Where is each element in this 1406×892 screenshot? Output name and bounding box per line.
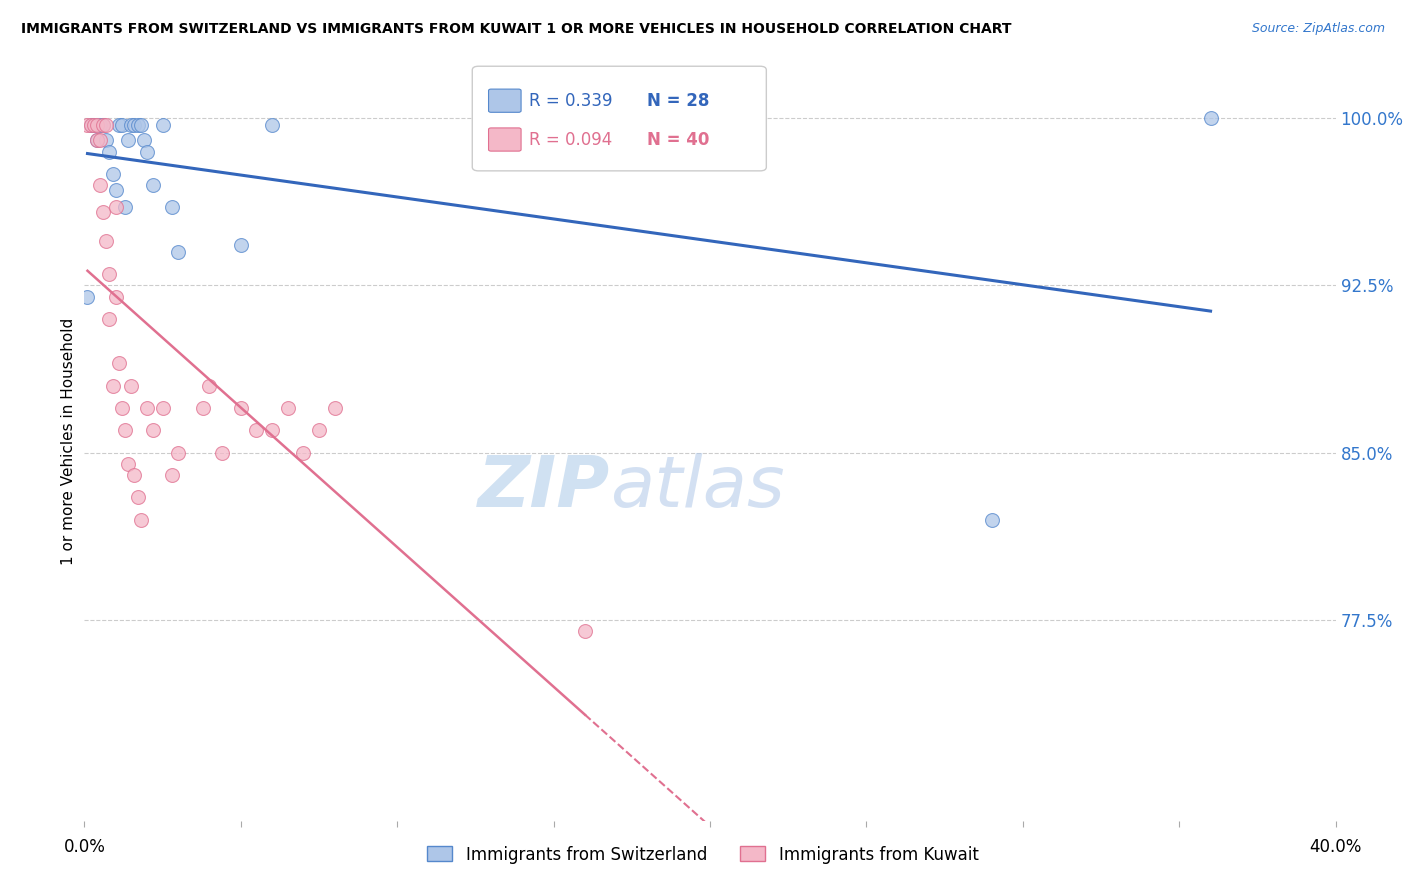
- Point: [111, 118, 134, 132]
- Legend: Immigrants from Switzerland, Immigrants from Kuwait: Immigrants from Switzerland, Immigrants …: [420, 839, 986, 871]
- Point: [96, 133, 118, 147]
- Point: [245, 423, 267, 437]
- Point: [132, 133, 155, 147]
- Text: R = 0.339: R = 0.339: [529, 92, 612, 110]
- Point: [167, 244, 190, 259]
- Point: [129, 513, 152, 527]
- Point: [980, 513, 1002, 527]
- Text: N = 40: N = 40: [648, 131, 710, 149]
- Point: [117, 133, 139, 147]
- Point: [124, 467, 146, 482]
- Text: atlas: atlas: [610, 452, 785, 522]
- Point: [127, 118, 149, 132]
- FancyBboxPatch shape: [488, 128, 522, 151]
- Text: IMMIGRANTS FROM SWITZERLAND VS IMMIGRANTS FROM KUWAIT 1 OR MORE VEHICLES IN HOUS: IMMIGRANTS FROM SWITZERLAND VS IMMIGRANT…: [21, 22, 1011, 37]
- Point: [160, 201, 183, 215]
- Point: [229, 238, 252, 252]
- Text: 40.0%: 40.0%: [1309, 838, 1362, 856]
- Point: [79, 118, 101, 132]
- Point: [136, 401, 159, 415]
- Point: [98, 145, 121, 159]
- Point: [262, 118, 284, 132]
- Point: [308, 423, 330, 437]
- Point: [89, 133, 111, 147]
- Text: N = 28: N = 28: [648, 92, 710, 110]
- Point: [152, 118, 174, 132]
- FancyBboxPatch shape: [488, 89, 522, 112]
- Point: [167, 446, 190, 460]
- Point: [96, 118, 118, 132]
- Text: R = 0.094: R = 0.094: [529, 131, 612, 149]
- Point: [89, 178, 111, 192]
- Point: [136, 145, 159, 159]
- Point: [111, 401, 134, 415]
- Point: [120, 118, 142, 132]
- Point: [79, 118, 101, 132]
- Point: [89, 118, 111, 132]
- Y-axis label: 1 or more Vehicles in Household: 1 or more Vehicles in Household: [60, 318, 76, 566]
- Point: [292, 446, 315, 460]
- Point: [127, 490, 149, 504]
- Point: [91, 118, 114, 132]
- Point: [160, 467, 183, 482]
- Point: [104, 289, 127, 303]
- Point: [120, 378, 142, 392]
- Point: [211, 446, 233, 460]
- Point: [104, 182, 127, 196]
- Point: [129, 118, 152, 132]
- Point: [104, 201, 127, 215]
- Point: [229, 401, 252, 415]
- Point: [107, 356, 129, 371]
- Point: [142, 423, 165, 437]
- Point: [142, 178, 165, 192]
- Point: [114, 201, 136, 215]
- Point: [114, 423, 136, 437]
- Point: [96, 234, 118, 248]
- Point: [323, 401, 346, 415]
- Point: [91, 205, 114, 219]
- Text: Source: ZipAtlas.com: Source: ZipAtlas.com: [1251, 22, 1385, 36]
- Point: [76, 289, 98, 303]
- Point: [86, 133, 108, 147]
- Point: [277, 401, 299, 415]
- Point: [76, 118, 98, 132]
- Point: [83, 118, 105, 132]
- Point: [152, 401, 174, 415]
- Point: [574, 624, 596, 638]
- Point: [198, 378, 221, 392]
- Point: [1199, 111, 1222, 125]
- Point: [86, 118, 108, 132]
- Point: [107, 118, 129, 132]
- Point: [83, 118, 105, 132]
- Text: 0.0%: 0.0%: [63, 838, 105, 856]
- Point: [262, 423, 284, 437]
- Point: [91, 118, 114, 132]
- Point: [124, 118, 146, 132]
- Point: [193, 401, 215, 415]
- Point: [86, 133, 108, 147]
- Point: [101, 167, 124, 181]
- Text: ZIP: ZIP: [478, 452, 610, 522]
- FancyBboxPatch shape: [472, 66, 766, 171]
- Point: [101, 378, 124, 392]
- Point: [98, 311, 121, 326]
- Point: [117, 457, 139, 471]
- Point: [98, 267, 121, 281]
